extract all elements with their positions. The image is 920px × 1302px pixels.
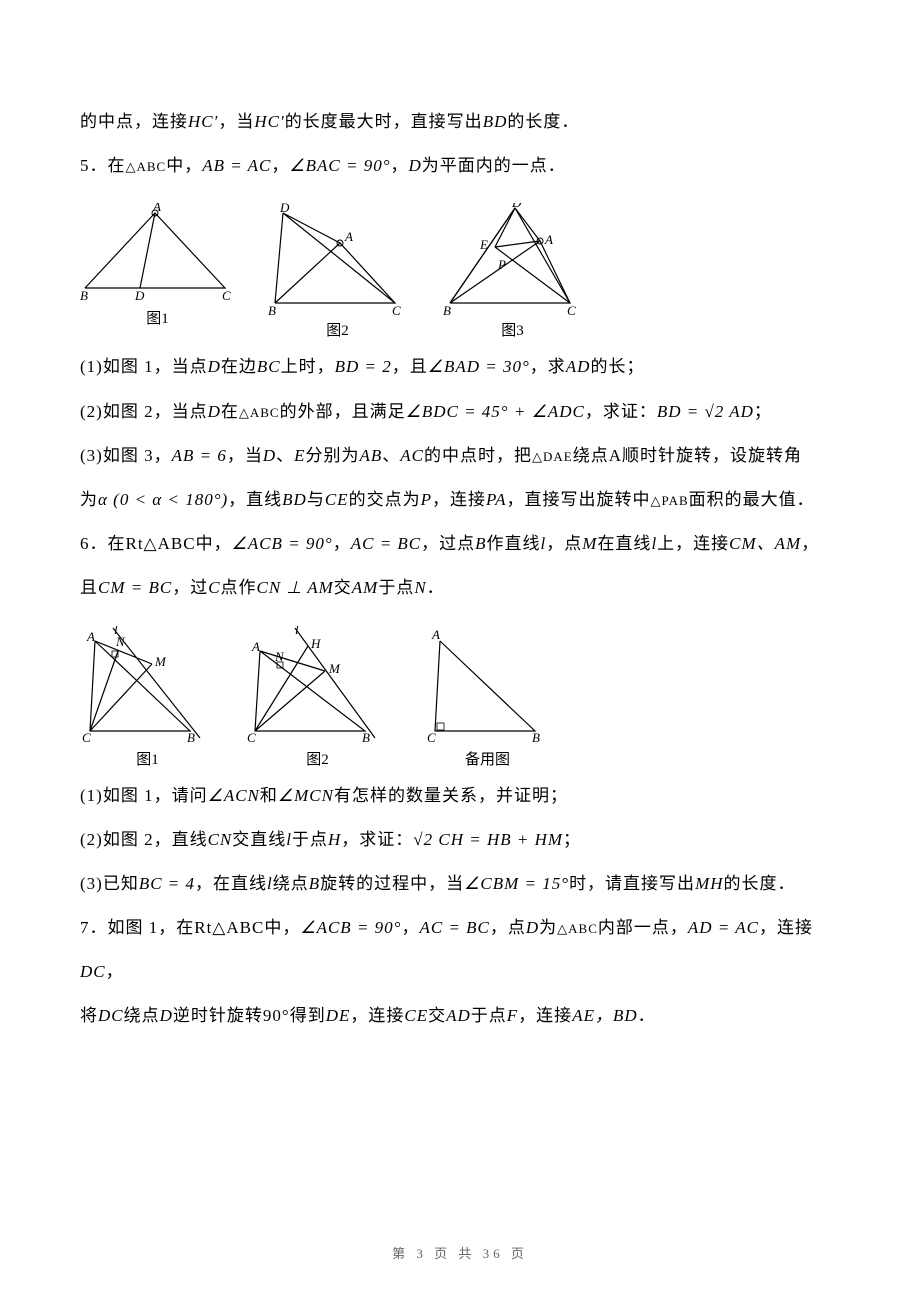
svg-text:C: C (82, 730, 91, 744)
svg-text:A: A (152, 203, 161, 214)
svg-text:A: A (544, 232, 553, 247)
q6-fig2: A N M H l C B 图2 (245, 626, 390, 769)
svg-text:l: l (114, 626, 118, 637)
page-footer: 第 3 页 共 36 页 (0, 1243, 920, 1262)
q5-part3b: 为α (0 < α < 180°)，直线BD与CE的交点为P，连接PA，直接写出… (80, 478, 840, 522)
q6-fig1-svg: A N M l C B (80, 626, 215, 744)
q7-stem2: 将DC绕点D逆时针旋转90°得到DE，连接CE交AD于点F，连接AE，BD． (80, 994, 840, 1038)
q6-fig2-svg: A N M H l C B (245, 626, 390, 744)
svg-text:M: M (328, 661, 341, 676)
svg-text:B: B (268, 303, 276, 315)
svg-text:E: E (479, 237, 488, 252)
svg-text:H: H (310, 636, 321, 651)
q5-fig3: D A E P B C 图3 (440, 203, 585, 340)
q6-stem2: 且CM = BC，过C点作CN ⊥ AM交AM于点N． (80, 566, 840, 610)
q5-fig1-svg: A B D C (80, 203, 235, 303)
svg-text:B: B (443, 303, 451, 315)
q5-part3a: (3)如图 3，AB = 6，当D、E分别为AB、AC的中点时，把△DAE绕点A… (80, 434, 840, 478)
svg-text:l: l (295, 626, 299, 637)
q5-fig2-svg: D A B C (265, 203, 410, 315)
svg-text:A: A (344, 229, 353, 244)
q6-fig3: A C B 备用图 (420, 626, 555, 769)
svg-text:B: B (532, 730, 540, 744)
q6-fig3-svg: A C B (420, 626, 555, 744)
q6-part3: (3)已知BC = 4，在直线l绕点B旋转的过程中，当∠CBM = 15°时，请… (80, 862, 840, 906)
svg-text:D: D (279, 203, 290, 215)
q5-fig1-cap: 图1 (146, 307, 169, 328)
q5-fig2-cap: 图2 (326, 319, 349, 340)
page-content: 的中点，连接HC′，当HC′的长度最大时，直接写出BD的长度． 5．在△ABC中… (0, 0, 920, 1079)
q6-figures: A N M l C B 图1 A N M H l C (80, 626, 840, 769)
q5-fig1: A B D C 图1 (80, 203, 235, 328)
q5-fig2: D A B C 图2 (265, 203, 410, 340)
q5-figures: A B D C 图1 D A B C 图2 (80, 203, 840, 340)
q6-stem: 6．在Rt△ABC中，∠ACB = 90°，AC = BC，过点B作直线l，点M… (80, 522, 840, 566)
svg-text:N: N (274, 649, 285, 664)
q6-part2: (2)如图 2，直线CN交直线l于点H，求证：√2 CH = HB + HM； (80, 818, 840, 862)
svg-text:C: C (392, 303, 401, 315)
q6-fig3-cap: 备用图 (465, 748, 510, 769)
svg-text:A: A (251, 639, 260, 654)
svg-text:D: D (511, 203, 522, 210)
svg-text:C: C (247, 730, 256, 744)
q6-fig1-cap: 图1 (136, 748, 159, 769)
prev-tail: 的中点，连接HC′，当HC′的长度最大时，直接写出BD的长度． (80, 100, 840, 144)
q5-fig3-cap: 图3 (501, 319, 524, 340)
svg-text:A: A (86, 629, 95, 644)
q6-part1: (1)如图 1，请问∠ACN和∠MCN有怎样的数量关系，并证明； (80, 774, 840, 818)
q5-part2: (2)如图 2，当点D在△ABC的外部，且满足∠BDC = 45° + ∠ADC… (80, 390, 840, 434)
q5-stem: 5．在△ABC中，AB = AC，∠BAC = 90°，D为平面内的一点． (80, 144, 840, 188)
svg-text:C: C (222, 288, 231, 303)
svg-text:C: C (567, 303, 576, 315)
svg-text:C: C (427, 730, 436, 744)
q6-fig1: A N M l C B 图1 (80, 626, 215, 769)
q6-fig2-cap: 图2 (306, 748, 329, 769)
svg-text:B: B (362, 730, 370, 744)
q5-part1: (1)如图 1，当点D在边BC上时，BD = 2，且∠BAD = 30°，求AD… (80, 345, 840, 389)
q7-stem: 7．如图 1，在Rt△ABC中，∠ACB = 90°，AC = BC，点D为△A… (80, 906, 840, 994)
q5-fig3-svg: D A E P B C (440, 203, 585, 315)
svg-text:B: B (80, 288, 88, 303)
svg-text:P: P (497, 257, 506, 272)
svg-text:M: M (154, 654, 167, 669)
svg-text:B: B (187, 730, 195, 744)
svg-text:A: A (431, 627, 440, 642)
svg-text:D: D (134, 288, 145, 303)
